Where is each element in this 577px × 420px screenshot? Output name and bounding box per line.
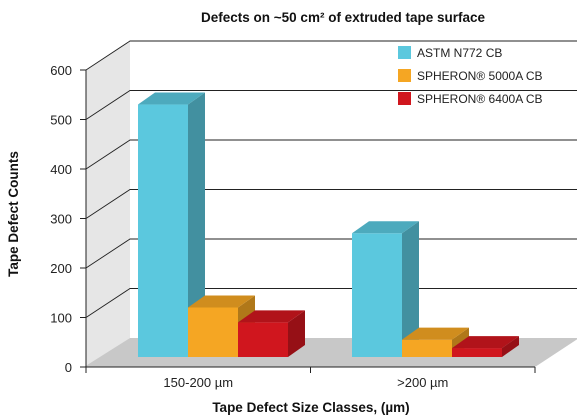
bar (238, 310, 305, 357)
bars (138, 92, 519, 358)
y-tick-label: 600 (50, 63, 72, 78)
bar-front (352, 233, 402, 357)
bar (138, 92, 205, 358)
bar-top (238, 310, 305, 323)
x-tick-label: 150-200 µm (163, 375, 233, 390)
chart-title: Defects on ~50 cm² of extruded tape surf… (201, 10, 485, 25)
bar-top (352, 221, 419, 234)
x-axis-label: Tape Defect Size Classes, (µm) (212, 400, 409, 415)
legend-swatch (398, 69, 411, 82)
bar-top (402, 327, 469, 340)
legend-swatch (398, 92, 411, 105)
bar-side (288, 310, 305, 357)
bar-top (138, 92, 205, 105)
y-tick-label: 400 (50, 162, 72, 177)
bar-side (502, 336, 519, 357)
y-tick-label: 300 (50, 212, 72, 227)
gridline (85, 90, 577, 120)
y-tick-label: 0 (65, 360, 72, 375)
legend-label: SPHERON® 5000A CB (417, 69, 543, 83)
x-tick-label: >200 µm (397, 375, 448, 390)
gridline (85, 40, 577, 71)
bar-front (452, 348, 502, 357)
y-tick-label: 100 (50, 311, 72, 326)
bar-front (138, 104, 188, 357)
legend-item: SPHERON® 5000A CB (398, 69, 543, 83)
gridline (85, 189, 577, 219)
legend-label: SPHERON® 6400A CB (417, 92, 543, 106)
legend: ASTM N772 CB SPHERON® 5000A CB SPHERON® 64… (398, 46, 543, 106)
legend-item: SPHERON® 6400A CB (398, 92, 543, 106)
gridline (85, 288, 577, 318)
legend-label: ASTM N772 CB (417, 46, 502, 60)
bar-front (238, 322, 288, 357)
bar (452, 336, 519, 357)
y-tick-label: 500 (50, 113, 72, 128)
bar-top (188, 295, 255, 308)
y-axis-label: Tape Defect Counts (6, 151, 21, 277)
bar-top (452, 336, 519, 349)
bar-side (402, 221, 419, 357)
bar-side (188, 92, 205, 358)
axes: 0 100 200 300 400 500 600 150-200 µm >200 µm (50, 63, 536, 390)
y-tick-label: 200 (50, 261, 72, 276)
legend-swatch (398, 46, 411, 59)
legend-item: ASTM N772 CB (398, 46, 502, 60)
gridline (85, 238, 577, 269)
bar-front (402, 339, 452, 357)
gridlines (85, 40, 577, 318)
gridline (85, 139, 577, 170)
bar (352, 221, 419, 357)
bar-front (188, 307, 238, 357)
